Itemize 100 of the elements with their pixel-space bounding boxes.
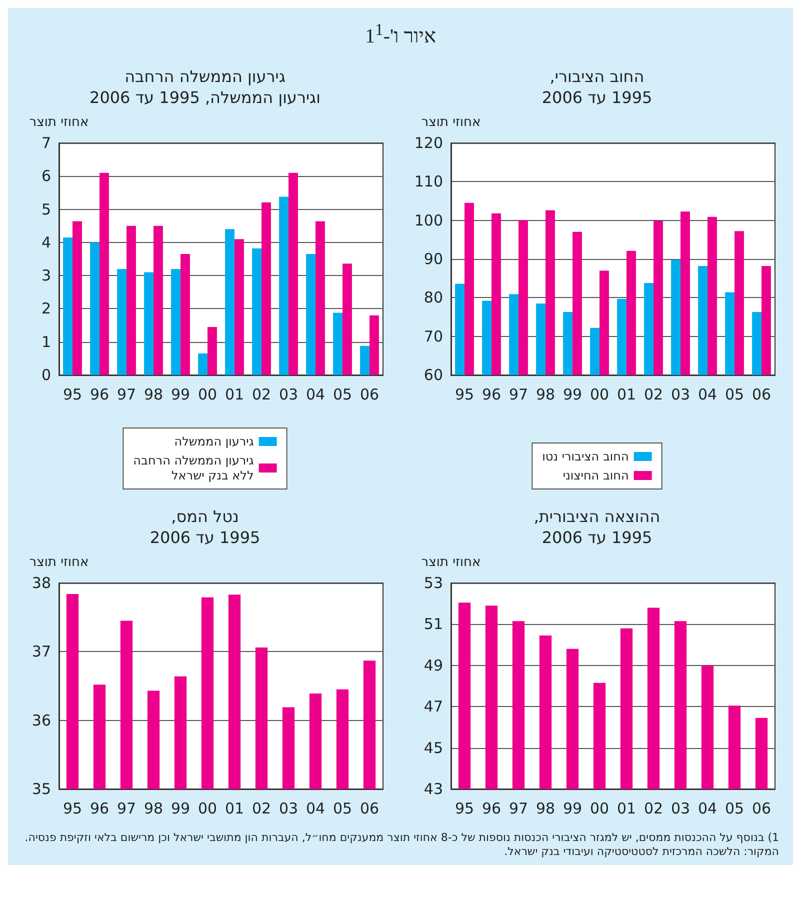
y-tick-label: 3 — [41, 266, 51, 284]
y-tick-label: 120 — [414, 134, 443, 152]
x-tick-label: 97 — [508, 799, 528, 818]
y-tick-label: 38 — [32, 574, 51, 592]
x-tick-label: 04 — [698, 799, 718, 818]
y-tick-label: 110 — [414, 172, 443, 190]
y-tick-label: 1 — [41, 332, 51, 351]
y-axis-title: אחוזי תוצר — [29, 114, 89, 130]
x-tick-label: 96 — [90, 799, 110, 818]
x-tick-label: 96 — [90, 385, 110, 404]
y-tick-label: 47 — [424, 697, 443, 716]
bar — [333, 312, 342, 375]
y-tick-label: 60 — [424, 366, 443, 384]
x-tick-label: 05 — [332, 799, 352, 818]
y-tick-label: 5 — [41, 200, 51, 218]
x-tick-label: 00 — [590, 799, 610, 818]
bar — [171, 268, 180, 375]
x-tick-label: 03 — [670, 385, 690, 404]
bar — [63, 237, 72, 375]
y-axis-title: אחוזי תוצר — [29, 554, 89, 570]
x-tick-label: 02 — [252, 799, 272, 818]
y-tick-label: 53 — [424, 574, 443, 592]
bar — [342, 263, 352, 375]
chart-title: גירעון הממשלה הרחבה וגירעון הממשלה, 1995 עד 2006 — [90, 66, 320, 107]
bar — [180, 254, 190, 375]
y-tick-label: 6 — [41, 166, 51, 185]
x-tick-label: 95 — [62, 385, 82, 404]
y-tick-label: 100 — [414, 210, 443, 229]
x-tick-label: 04 — [306, 799, 326, 818]
x-tick-label: 01 — [224, 799, 244, 818]
x-tick-label: 02 — [644, 385, 664, 404]
text: המקור: הלשכה המרכזית לסטטיסטיקה ועיבודי בנק ישראל. — [503, 844, 779, 859]
bar — [90, 242, 100, 375]
legend-label: החוב החיצוני — [562, 468, 629, 482]
legend-label: גירעון הממשלה הרחבה ללא בנק ישראל — [133, 453, 254, 482]
x-tick-label: 99 — [562, 385, 582, 404]
x-tick-label: 06 — [360, 385, 380, 404]
x-tick-label: 04 — [698, 385, 718, 404]
x-tick-label: 99 — [170, 385, 190, 404]
x-tick-label: 98 — [536, 385, 556, 404]
bar — [154, 226, 163, 375]
x-tick-label: 99 — [170, 799, 190, 818]
x-tick-label: 02 — [644, 799, 664, 818]
bar — [252, 248, 262, 375]
y-tick-label: 2 — [41, 299, 51, 318]
x-tick-label: 03 — [670, 799, 690, 818]
x-tick-label: 01 — [616, 385, 636, 404]
bar — [370, 315, 379, 375]
x-tick-label: 95 — [454, 385, 474, 404]
bar — [360, 345, 370, 375]
x-tick-label: 96 — [482, 799, 502, 818]
x-tick-label: 03 — [278, 385, 298, 404]
x-tick-label: 00 — [590, 385, 610, 404]
legend-label: החוב הציבורי נטו — [542, 449, 629, 464]
bar — [144, 272, 154, 375]
x-tick-label: 97 — [116, 799, 136, 818]
x-tick-label: 05 — [724, 799, 744, 818]
x-tick-label: 98 — [536, 799, 556, 818]
x-tick-label: 98 — [144, 385, 164, 404]
y-axis-title: אחוזי תוצר — [421, 554, 481, 570]
x-tick-label: 95 — [62, 799, 82, 818]
bar — [306, 254, 316, 375]
y-tick-label: 49 — [424, 656, 443, 674]
x-tick-label: 00 — [198, 385, 218, 404]
y-tick-label: 70 — [424, 326, 443, 345]
bar — [208, 326, 217, 375]
y-tick-label: 80 — [424, 288, 443, 306]
x-tick-label: 06 — [752, 385, 772, 404]
bar — [225, 228, 234, 375]
bar — [72, 220, 82, 375]
x-tick-label: 01 — [616, 799, 636, 818]
y-axis-title: אחוזי תוצר — [421, 114, 481, 130]
y-tick-label: 45 — [424, 738, 443, 756]
x-tick-label: 00 — [198, 799, 218, 818]
legend-label: גירעון הממשלה — [174, 434, 254, 448]
bar — [279, 196, 288, 375]
x-tick-label: 06 — [752, 799, 772, 818]
y-tick-label: 36 — [32, 710, 51, 729]
y-tick-label: 0 — [41, 366, 51, 384]
x-tick-label: 96 — [482, 385, 502, 404]
chart-title: החוב הציבורי, 1995 עד 2006 — [542, 66, 652, 107]
x-tick-label: 95 — [454, 799, 474, 818]
bar — [198, 353, 208, 375]
x-tick-label: 97 — [508, 385, 528, 404]
chart-title: נטל המס, 1995 עד 2006 — [150, 506, 260, 547]
y-tick-label: 4 — [41, 233, 51, 252]
y-tick-label: 90 — [424, 250, 443, 268]
chart-title: ההוצאה הציבורית, 1995 עד 2006 — [534, 506, 660, 547]
bar — [262, 202, 271, 375]
bar — [234, 238, 244, 375]
bar — [126, 226, 136, 375]
x-tick-label: 04 — [306, 385, 326, 404]
y-tick-label: 51 — [424, 614, 443, 633]
x-tick-label: 97 — [116, 385, 136, 404]
bar — [117, 268, 126, 375]
y-tick-label: 7 — [41, 134, 51, 152]
x-tick-label: 05 — [724, 385, 744, 404]
x-tick-label: 05 — [332, 385, 352, 404]
y-tick-label: 43 — [424, 780, 443, 798]
x-tick-label: 02 — [252, 385, 272, 404]
